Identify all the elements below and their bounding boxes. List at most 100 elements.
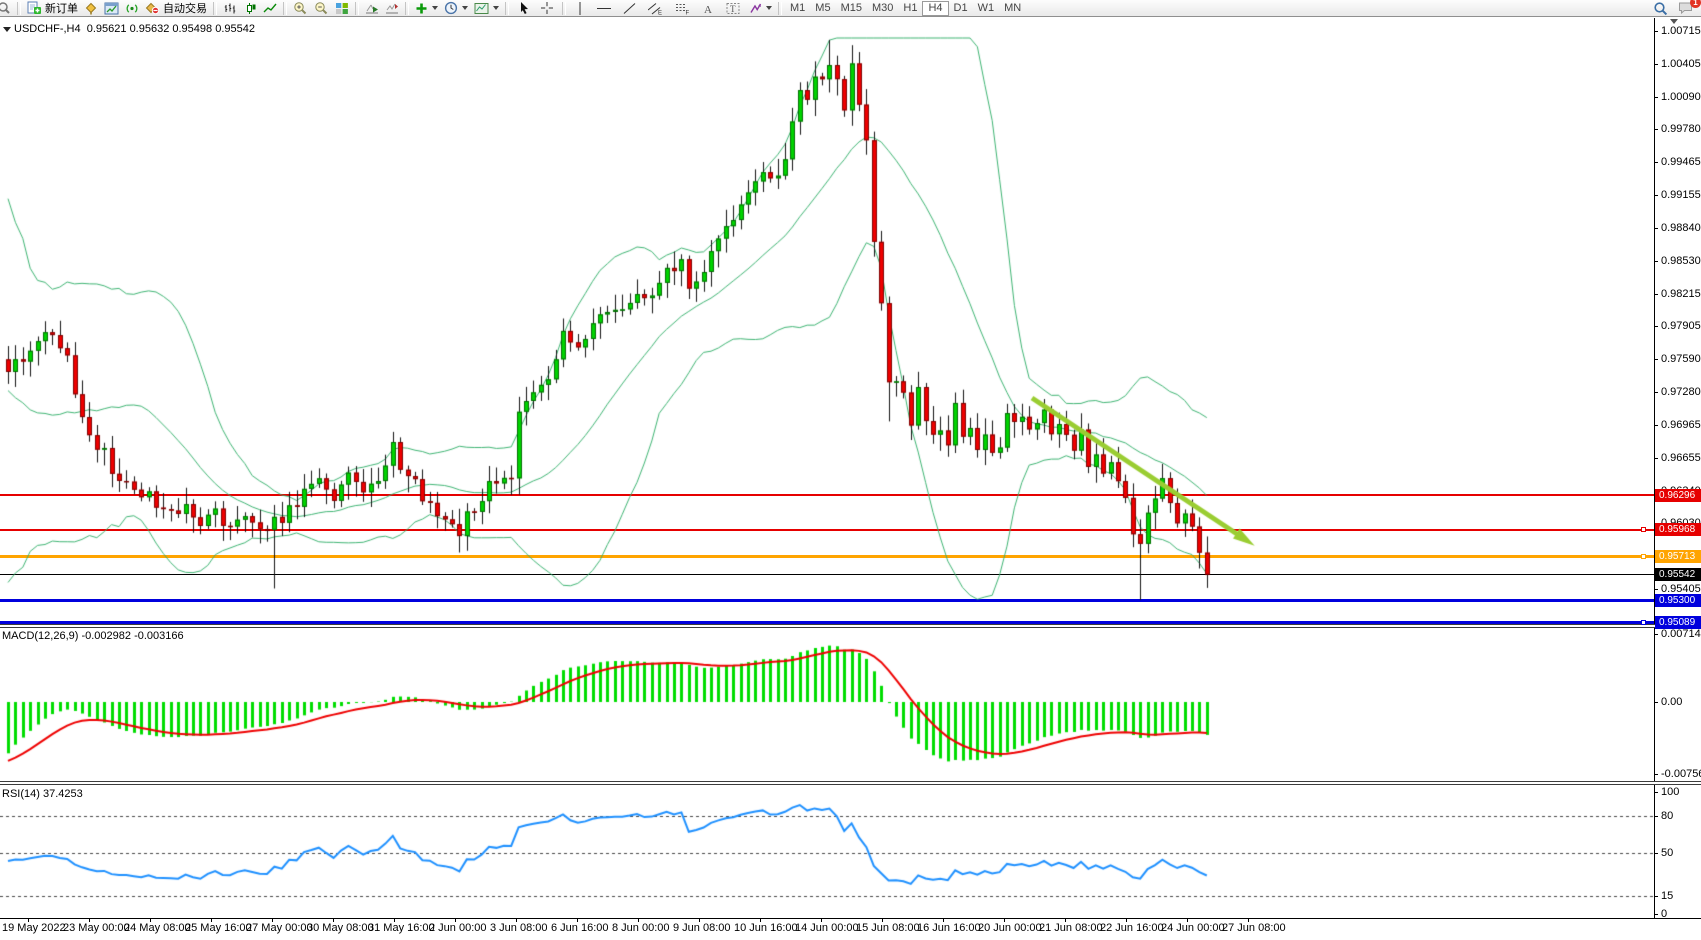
- rsi-pane-canvas[interactable]: [0, 785, 1654, 918]
- market-watch-button[interactable]: [0, 1, 14, 16]
- time-axis-label[interactable]: 3 Jun 08:00: [490, 922, 548, 934]
- time-axis-label[interactable]: 19 May 2022: [2, 922, 66, 934]
- horizontal-line-tool-button[interactable]: [591, 1, 617, 16]
- time-axis-label[interactable]: 31 May 16:00: [368, 922, 435, 934]
- crosshair-icon: [541, 2, 553, 14]
- time-axis-label[interactable]: 27 May 00:00: [246, 922, 313, 934]
- chart-shift-button[interactable]: [382, 1, 402, 16]
- price-axis-tick: [1654, 326, 1658, 328]
- text-label-tool-button[interactable]: T: [720, 1, 746, 16]
- clock-icon: [444, 1, 458, 15]
- time-axis-label[interactable]: 24 Jun 00:00: [1161, 922, 1225, 934]
- text-label-icon: T: [726, 2, 740, 14]
- time-axis-label[interactable]: 27 Jun 08:00: [1222, 922, 1286, 934]
- pane-separator[interactable]: [0, 624, 1701, 628]
- level-line-handle[interactable]: [1641, 527, 1646, 533]
- time-axis-label[interactable]: 14 Jun 00:00: [795, 922, 859, 934]
- price-axis-tick: [1654, 425, 1658, 427]
- time-axis-label[interactable]: 22 Jun 16:00: [1100, 922, 1164, 934]
- trendline-tool-button[interactable]: [617, 1, 642, 16]
- time-axis-label[interactable]: 21 Jun 08:00: [1039, 922, 1103, 934]
- time-axis-label[interactable]: 9 Jun 08:00: [673, 922, 731, 934]
- timeframe-button-D1[interactable]: D1: [953, 1, 968, 14]
- time-axis-label[interactable]: 10 Jun 16:00: [734, 922, 798, 934]
- auto-scroll-button[interactable]: [362, 1, 382, 16]
- zoom-in-button[interactable]: [290, 1, 311, 16]
- level-line-handle[interactable]: [1641, 554, 1646, 560]
- time-axis-label[interactable]: 2 Jun 00:00: [429, 922, 487, 934]
- price-axis-label: 0.98840: [1661, 222, 1701, 235]
- price-axis-label: 0.95405: [1661, 583, 1701, 595]
- timeframe-button-H1[interactable]: H1: [903, 1, 918, 14]
- time-axis-tick: [882, 918, 883, 922]
- line-chart-type-button[interactable]: [260, 1, 280, 16]
- vertical-line-icon: [579, 1, 581, 15]
- price-axis-label: 0.98215: [1661, 287, 1701, 300]
- chevron-down-icon: [493, 6, 499, 10]
- chart-styles-button[interactable]: [81, 1, 101, 16]
- signal-icon: [126, 3, 138, 13]
- time-axis-label[interactable]: 24 May 08:00: [124, 922, 191, 934]
- price-axis-tick: [1654, 589, 1658, 590]
- price-axis-tick: [1654, 194, 1658, 196]
- chart-window-button[interactable]: [101, 1, 122, 16]
- timeframe-button-H4[interactable]: H4: [922, 0, 949, 16]
- time-axis-label[interactable]: 20 Jun 00:00: [978, 922, 1042, 934]
- chart-shift-icon: [386, 3, 398, 13]
- tile-windows-button[interactable]: [332, 1, 352, 16]
- bar-chart-icon: [224, 3, 236, 13]
- auto-trading-button[interactable]: 自动交易: [142, 1, 210, 16]
- svg-text:T: T: [730, 4, 736, 14]
- time-axis-label[interactable]: 25 May 16:00: [185, 922, 252, 934]
- cursor-tool-button[interactable]: [512, 1, 535, 16]
- crosshair-tool-button[interactable]: [535, 1, 559, 16]
- vertical-line-tool-button[interactable]: [569, 1, 591, 16]
- time-axis-label[interactable]: 30 May 08:00: [307, 922, 374, 934]
- time-axis-tick: [943, 918, 944, 922]
- arrows-tool-button[interactable]: [746, 1, 775, 16]
- timeframe-button-MN[interactable]: MN: [1004, 1, 1022, 14]
- fibonacci-tool-button[interactable]: F: [669, 1, 696, 16]
- level-price-box: 0.95300: [1655, 593, 1701, 607]
- time-axis-label[interactable]: 6 Jun 16:00: [551, 922, 609, 934]
- macd-pane-canvas[interactable]: [0, 628, 1654, 781]
- macd-axis-label: 0.00: [1661, 696, 1683, 708]
- time-axis-label[interactable]: 15 Jun 08:00: [856, 922, 920, 934]
- new-order-button[interactable]: 新订单: [24, 1, 81, 16]
- line-chart-icon: [263, 3, 277, 12]
- notification-badge: 1: [1690, 0, 1701, 8]
- timeframe-button-M5[interactable]: M5: [815, 1, 831, 14]
- time-axis-label[interactable]: 23 May 00:00: [63, 922, 130, 934]
- price-axis-label: 0.99465: [1661, 156, 1701, 169]
- indicators-button[interactable]: [412, 1, 441, 16]
- time-axis-tick: [821, 918, 822, 922]
- level-line-handle[interactable]: [1641, 619, 1646, 625]
- timeframe-button-W1[interactable]: W1: [977, 1, 995, 14]
- timeframe-button-M15[interactable]: M15: [840, 1, 862, 14]
- text-tool-button[interactable]: A: [696, 1, 720, 16]
- price-chart-canvas[interactable]: [0, 18, 1654, 624]
- tile-windows-icon: [336, 2, 348, 14]
- templates-button[interactable]: [471, 1, 502, 16]
- rsi-label: RSI(14) 37.4253: [2, 788, 83, 800]
- timeframe-button-M1[interactable]: M1: [790, 1, 806, 14]
- macd-axis-tick: [1654, 702, 1658, 703]
- pane-separator[interactable]: [0, 781, 1701, 785]
- signals-button[interactable]: [122, 1, 142, 16]
- zoom-out-button[interactable]: [311, 1, 332, 16]
- timeframe-button-M30[interactable]: M30: [871, 1, 894, 14]
- equidistant-channel-tool-button[interactable]: E: [642, 1, 669, 16]
- bar-chart-type-button[interactable]: [220, 1, 240, 16]
- time-axis-label[interactable]: 16 Jun 16:00: [917, 922, 981, 934]
- one-click-collapse-icon[interactable]: [3, 27, 11, 32]
- time-axis-label[interactable]: 8 Jun 00:00: [612, 922, 670, 934]
- periods-button[interactable]: [441, 1, 471, 16]
- candlestick-icon: [247, 2, 256, 14]
- candlestick-chart-type-button[interactable]: [240, 1, 260, 16]
- search-button[interactable]: [1650, 1, 1671, 16]
- time-axis-tick: [89, 918, 90, 922]
- price-axis-tick: [1654, 228, 1658, 230]
- notifications-button[interactable]: 1: [1675, 0, 1701, 16]
- price-axis-label: 1.00090: [1661, 90, 1701, 103]
